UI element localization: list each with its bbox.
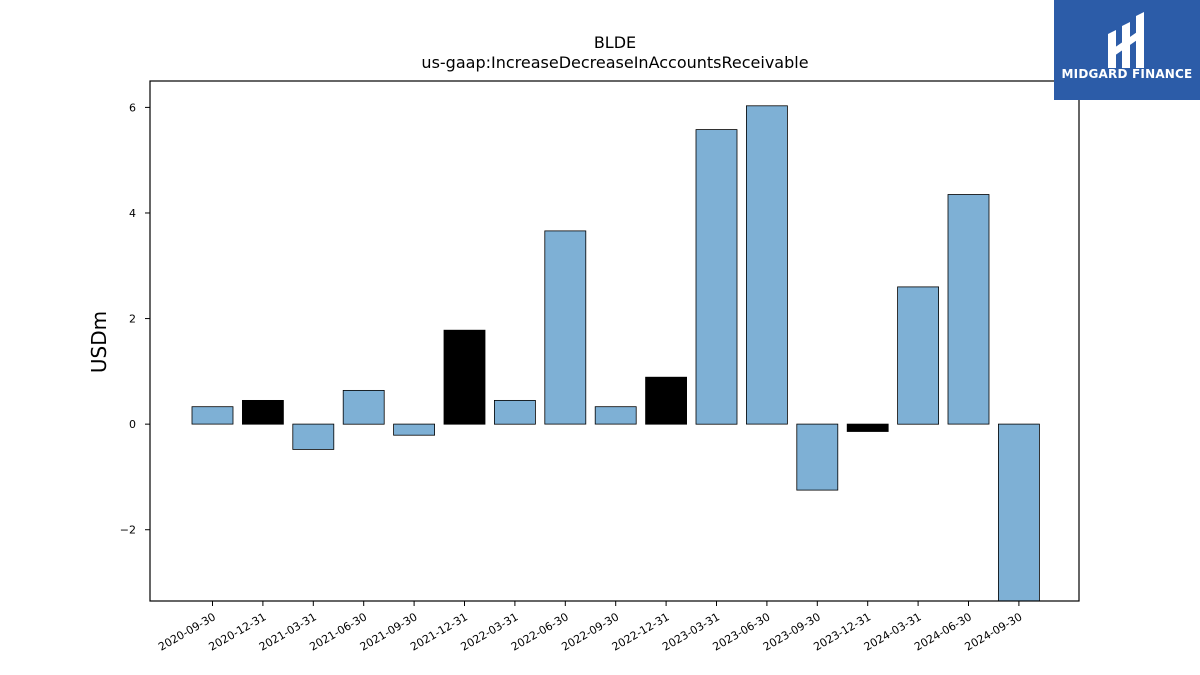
bar-2021-12-31 xyxy=(443,329,486,425)
y-tick-label: −2 xyxy=(120,524,136,537)
bar-2023-03-31 xyxy=(695,129,738,425)
y-axis-ticks: −2 0 2 4 6 xyxy=(120,101,150,537)
bar-2021-03-31 xyxy=(292,423,335,450)
bar-2022-06-30 xyxy=(544,230,587,425)
bar-2024-06-30 xyxy=(947,194,990,425)
midgard-logo-icon xyxy=(1108,12,1144,68)
bar-2023-06-30 xyxy=(746,105,788,425)
x-tick-label: 2024-09-30 xyxy=(963,610,1025,653)
bar-2021-06-30 xyxy=(342,389,385,425)
y-tick-label: 4 xyxy=(129,207,136,220)
bar-2022-12-31 xyxy=(645,376,687,425)
y-tick-label: 0 xyxy=(129,418,136,431)
plot-frame xyxy=(149,80,1080,602)
brand-name: MIDGARD FINANCE xyxy=(1061,67,1193,81)
chart-subtitle: us-gaap:IncreaseDecreaseInAccountsReceiv… xyxy=(421,53,808,72)
bar-2022-03-31 xyxy=(493,399,536,425)
y-tick-label: 2 xyxy=(129,313,136,326)
bar-2021-09-30 xyxy=(393,423,436,436)
bar-2023-09-30 xyxy=(796,423,839,491)
y-tick-label: 6 xyxy=(129,101,136,114)
bar-2023-12-31 xyxy=(846,423,889,432)
bar-2020-09-30 xyxy=(191,406,234,425)
y-axis-label: USDm xyxy=(87,311,111,373)
bar-2024-03-31 xyxy=(897,286,939,425)
brand-logo: MIDGARD FINANCE xyxy=(1054,0,1200,100)
bar-2024-09-30 xyxy=(998,423,1040,602)
chart-title: BLDE xyxy=(594,33,636,52)
bars-group xyxy=(191,105,1040,602)
x-axis-ticks: 2020-09-302020-12-312021-03-312021-06-30… xyxy=(156,601,1024,654)
bar-2022-09-30 xyxy=(594,406,637,425)
bar-2020-12-31 xyxy=(241,399,284,425)
